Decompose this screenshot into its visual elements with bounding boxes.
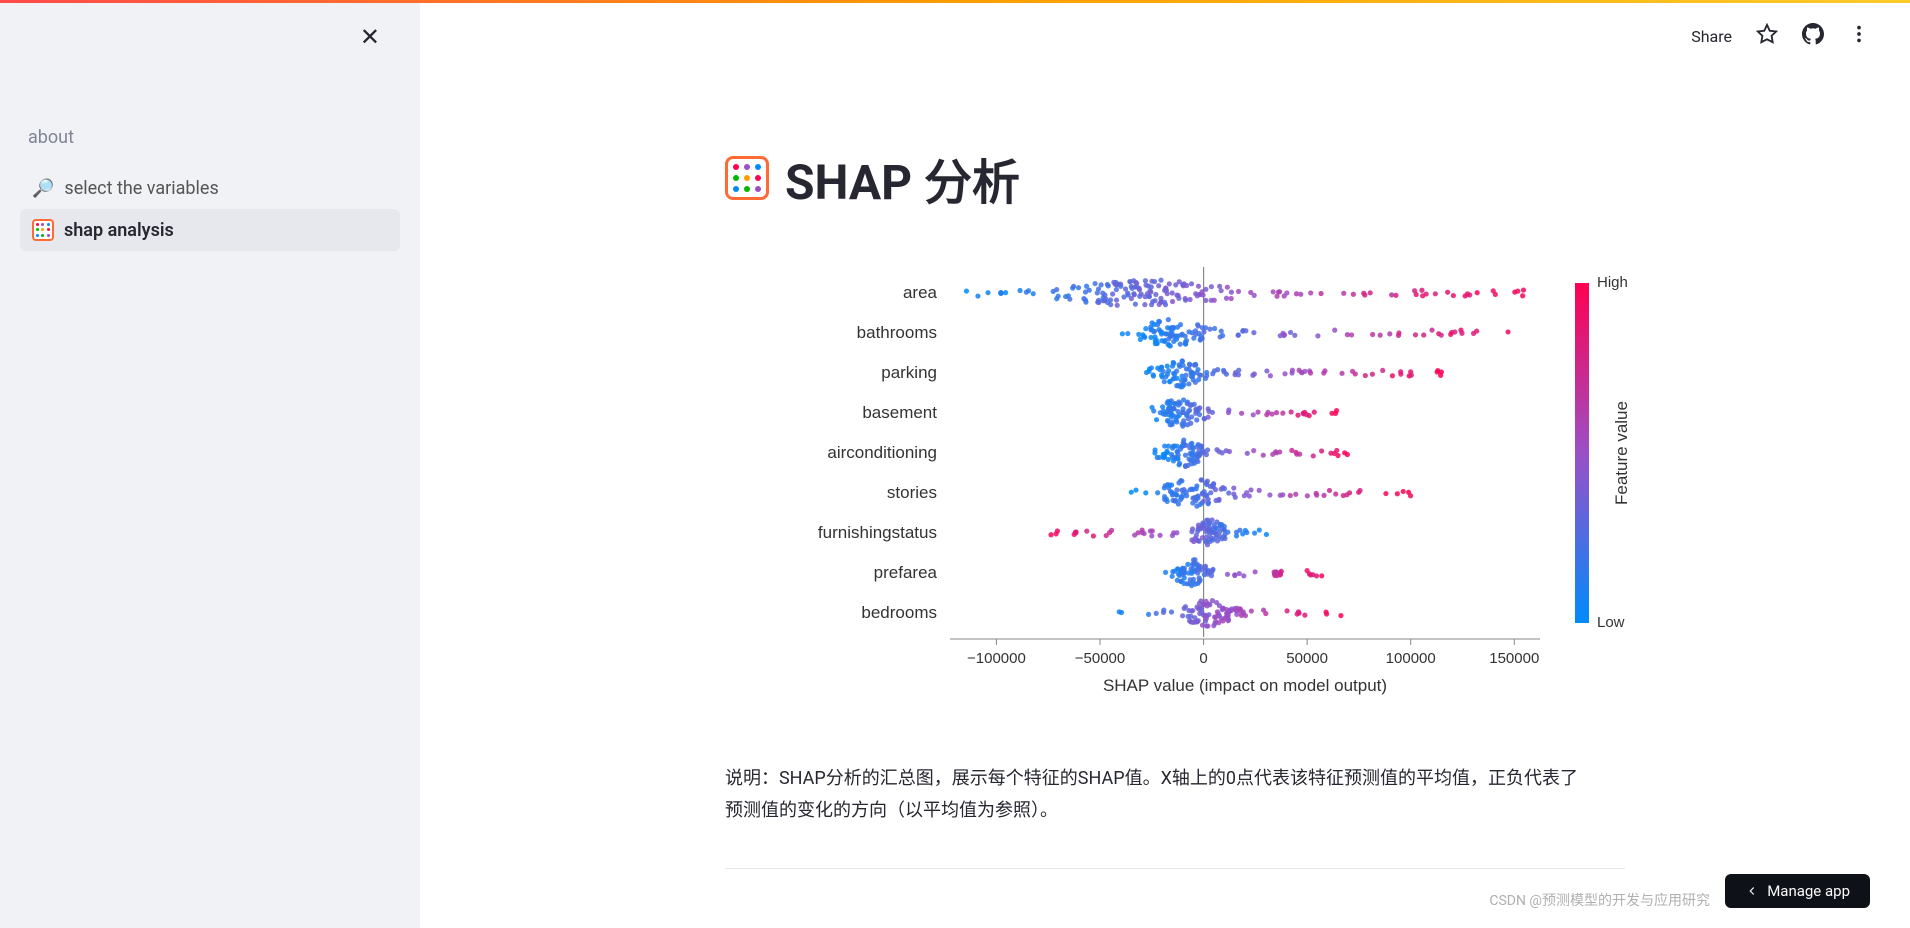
magnifier-icon: 🔎 bbox=[32, 178, 54, 199]
main-content: Share SHAP 分析 area bathrooms parking baseme… bbox=[420, 3, 1910, 928]
shap-chart-svg: area bathrooms parking basement aircondition… bbox=[745, 253, 1645, 733]
chevron-left-icon bbox=[1745, 884, 1759, 898]
svg-text:High: High bbox=[1597, 274, 1628, 291]
sidebar-close-button[interactable]: ✕ bbox=[360, 23, 380, 51]
share-button[interactable]: Share bbox=[1691, 27, 1732, 46]
svg-text:100000: 100000 bbox=[1386, 650, 1436, 667]
svg-text:furnishingstatus: furnishingstatus bbox=[818, 523, 937, 542]
header-actions: Share bbox=[1691, 23, 1870, 49]
svg-text:−50000: −50000 bbox=[1075, 650, 1125, 667]
manage-app-label: Manage app bbox=[1767, 882, 1850, 900]
sidebar-item-label: select the variables bbox=[64, 178, 218, 199]
svg-text:parking: parking bbox=[881, 363, 937, 382]
top-gradient-bar bbox=[0, 0, 1910, 3]
svg-text:basement: basement bbox=[862, 403, 937, 422]
svg-text:Low: Low bbox=[1597, 614, 1625, 631]
abacus-icon bbox=[725, 156, 769, 200]
svg-text:area: area bbox=[903, 283, 938, 302]
watermark-text: CSDN @预测模型的开发与应用研究 bbox=[1489, 890, 1710, 910]
shap-summary-chart: area bathrooms parking basement aircondition… bbox=[745, 253, 1645, 733]
svg-text:prefarea: prefarea bbox=[874, 563, 938, 582]
svg-text:bathrooms: bathrooms bbox=[857, 323, 937, 342]
sidebar-section-label: about bbox=[20, 127, 400, 148]
page-title-text: SHAP 分析 bbox=[785, 143, 1020, 213]
section-divider bbox=[725, 868, 1625, 869]
svg-text:−100000: −100000 bbox=[967, 650, 1026, 667]
chart-description: 说明：SHAP分析的汇总图，展示每个特征的SHAP值。X轴上的0点代表该特征预测… bbox=[685, 763, 1585, 828]
svg-text:0: 0 bbox=[1199, 650, 1207, 667]
star-icon[interactable] bbox=[1756, 23, 1778, 49]
svg-text:Feature value: Feature value bbox=[1612, 401, 1631, 505]
manage-app-button[interactable]: Manage app bbox=[1725, 874, 1870, 908]
abacus-icon bbox=[32, 219, 54, 241]
svg-text:150000: 150000 bbox=[1489, 650, 1539, 667]
svg-text:bedrooms: bedrooms bbox=[861, 603, 937, 622]
svg-text:stories: stories bbox=[887, 483, 937, 502]
github-icon[interactable] bbox=[1802, 23, 1824, 49]
page-title: SHAP 分析 bbox=[685, 143, 1645, 213]
svg-text:50000: 50000 bbox=[1286, 650, 1328, 667]
sidebar-item-label: shap analysis bbox=[64, 220, 174, 241]
kebab-menu-icon[interactable] bbox=[1848, 23, 1870, 49]
svg-text:airconditioning: airconditioning bbox=[827, 443, 937, 462]
svg-text:SHAP value (impact on model ou: SHAP value (impact on model output) bbox=[1103, 676, 1387, 695]
sidebar-item-select-variables[interactable]: 🔎 select the variables bbox=[20, 168, 400, 209]
sidebar: ✕ about 🔎 select the variables shap anal… bbox=[0, 3, 420, 928]
sidebar-item-shap-analysis[interactable]: shap analysis bbox=[20, 209, 400, 251]
